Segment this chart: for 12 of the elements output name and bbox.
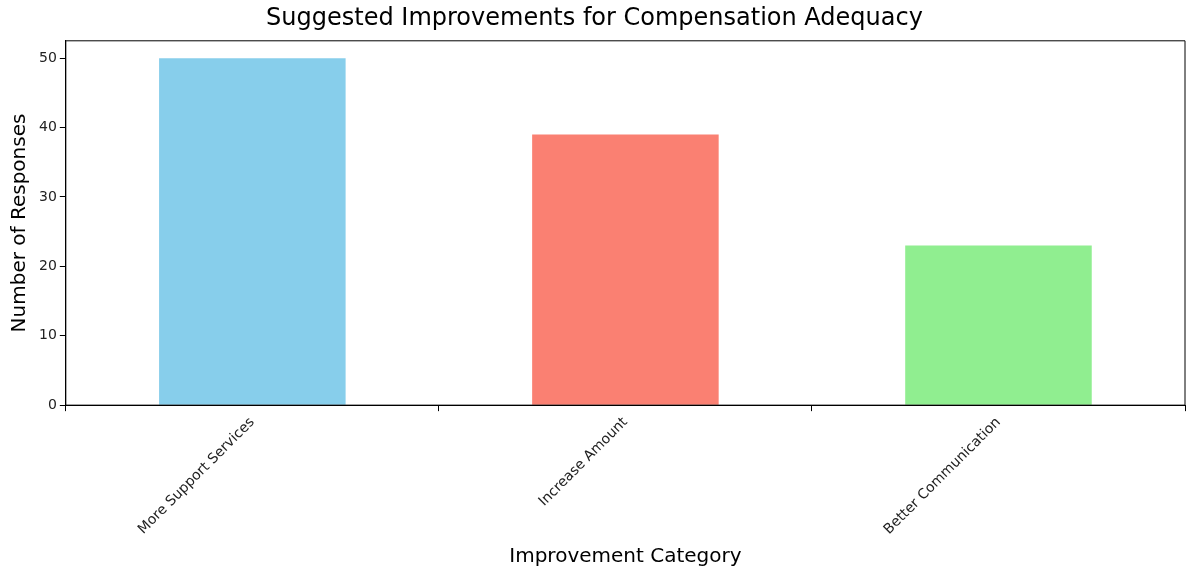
y-axis-title: Number of Responses xyxy=(6,113,31,333)
bar xyxy=(159,58,346,405)
y-tick-label: 10 xyxy=(38,326,57,343)
y-tick-label: 0 xyxy=(47,395,57,412)
bar xyxy=(532,134,719,405)
x-axis-title: Improvement Category xyxy=(509,543,742,568)
y-tick-label: 50 xyxy=(38,48,57,65)
bar xyxy=(905,245,1092,405)
y-tick-label: 30 xyxy=(38,187,57,204)
chart-title: Suggested Improvements for Compensation Adequacy xyxy=(266,2,923,31)
y-tick-label: 20 xyxy=(38,256,57,273)
y-tick-label: 40 xyxy=(38,118,57,135)
